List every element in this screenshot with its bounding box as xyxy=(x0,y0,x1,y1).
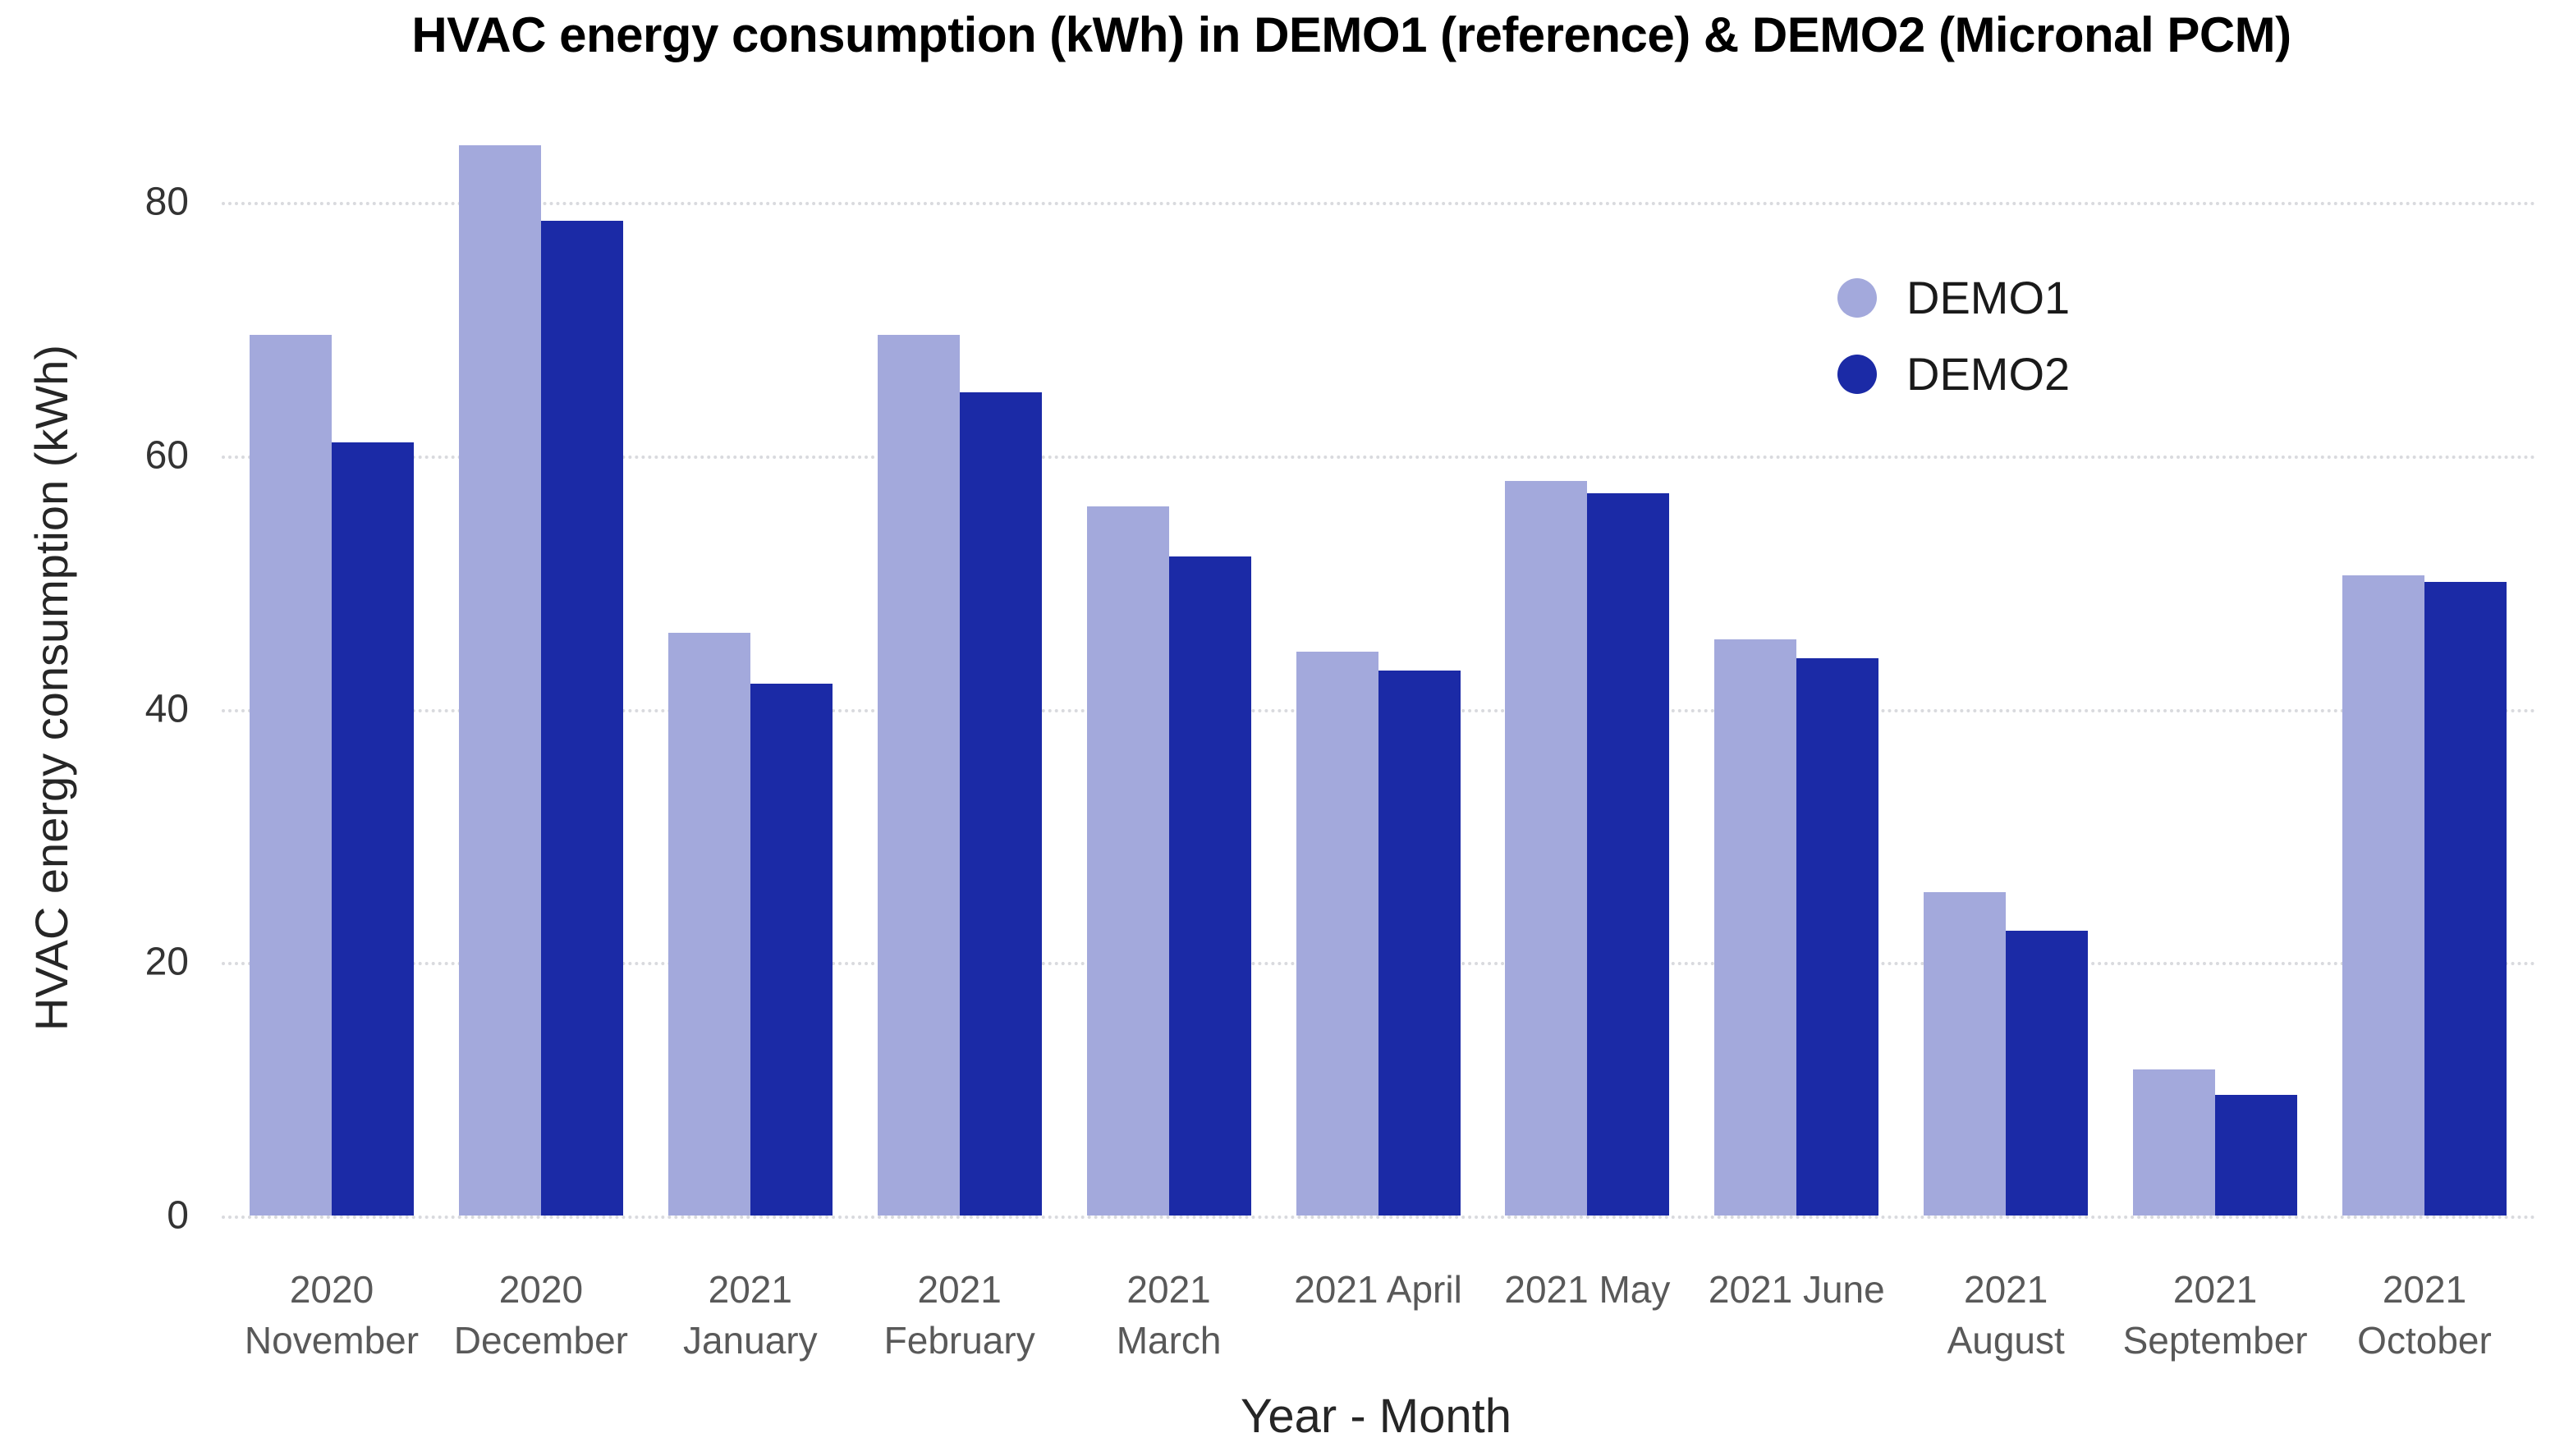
y-axis-title: HVAC energy consumption (kWh) xyxy=(25,344,77,1032)
x-tick-label-2021-april: 2021 April xyxy=(1294,1268,1462,1311)
bar-demo1-2021-may xyxy=(1505,480,1588,1216)
legend-item-demo2: DEMO2 xyxy=(1837,347,2070,401)
bar-demo1-2020-november xyxy=(250,335,332,1216)
gridline-y-0 xyxy=(222,1216,2537,1219)
x-tick-label-2021-october: 2021 October xyxy=(2357,1268,2492,1362)
y-tick-label-20: 20 xyxy=(144,940,189,984)
chart-title: HVAC energy consumption (kWh) in DEMO1 (… xyxy=(411,7,2291,62)
x-tick-label-2020-december: 2020 December xyxy=(453,1268,628,1362)
demo2-series-marker-icon xyxy=(1837,354,1877,394)
x-tick-label-2021-september: 2021 September xyxy=(2122,1268,2308,1362)
y-tick-label-0: 0 xyxy=(167,1193,189,1238)
x-tick-label-2021-january: 2021 January xyxy=(682,1268,818,1362)
bar-demo2-2021-august xyxy=(2006,930,2089,1216)
y-tick-label-80: 80 xyxy=(144,180,189,224)
bar-demo1-2021-february xyxy=(877,335,960,1216)
bar-demo2-2021-october xyxy=(2424,582,2507,1216)
bar-demo2-2020-november xyxy=(332,442,414,1216)
y-tick-label-40: 40 xyxy=(144,687,189,730)
bar-demo2-2020-december xyxy=(540,221,623,1216)
legend-label-demo2: DEMO2 xyxy=(1906,348,2071,400)
x-tick-label-2020-november: 2020 November xyxy=(244,1268,420,1362)
gridline-y-80 xyxy=(222,202,2537,205)
x-tick-label-2021-august: 2021 August xyxy=(1947,1268,2065,1362)
bar-demo2-2021-february xyxy=(959,391,1042,1216)
bar-demo2-2021-march xyxy=(1168,556,1251,1216)
legend: DEMO1 DEMO2 xyxy=(1837,271,2070,424)
bar-demo1-2020-december xyxy=(458,144,541,1216)
demo1-series-marker-icon xyxy=(1837,277,1877,318)
y-tick-label-60: 60 xyxy=(144,433,189,478)
bar-demo1-2021-april xyxy=(1296,652,1378,1216)
bar-demo1-2021-september xyxy=(2133,1069,2216,1216)
x-axis-title: Year - Month xyxy=(1241,1390,1511,1443)
bar-demo2-2021-april xyxy=(1378,671,1461,1216)
gridline-y-60 xyxy=(222,455,2537,459)
bar-demo1-2021-january xyxy=(667,632,750,1216)
x-tick-label-2021-march: 2021 March xyxy=(1116,1268,1222,1362)
bar-demo1-2021-august xyxy=(1924,892,2007,1216)
bar-demo1-2021-march xyxy=(1086,506,1169,1216)
bar-demo1-2021-june xyxy=(1714,639,1797,1216)
x-tick-label-2021-may: 2021 May xyxy=(1504,1268,1671,1311)
bar-demo2-2021-september xyxy=(2215,1095,2298,1216)
legend-label-demo1: DEMO1 xyxy=(1906,272,2071,323)
x-tick-label-2021-february: 2021 February xyxy=(883,1268,1035,1362)
legend-item-demo1: DEMO1 xyxy=(1837,271,2070,324)
bar-demo2-2021-may xyxy=(1587,493,1670,1216)
x-tick-label-2021-june: 2021 June xyxy=(1708,1268,1885,1311)
bar-demo2-2021-january xyxy=(750,683,833,1216)
bar-demo2-2021-june xyxy=(1796,657,1879,1216)
bar-demo1-2021-october xyxy=(2342,575,2424,1216)
